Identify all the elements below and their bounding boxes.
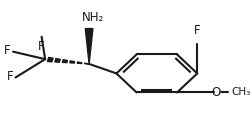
Text: F: F [4, 44, 11, 58]
Text: F: F [194, 24, 201, 37]
Text: O: O [212, 86, 221, 99]
Text: F: F [7, 70, 13, 83]
Polygon shape [77, 62, 82, 64]
Polygon shape [70, 61, 75, 63]
Polygon shape [55, 59, 60, 62]
Polygon shape [62, 60, 68, 63]
Text: NH₂: NH₂ [82, 11, 104, 24]
Text: CH₃: CH₃ [232, 87, 251, 97]
Polygon shape [85, 63, 89, 64]
Text: F: F [38, 40, 45, 53]
Polygon shape [85, 29, 93, 64]
Polygon shape [47, 58, 53, 62]
